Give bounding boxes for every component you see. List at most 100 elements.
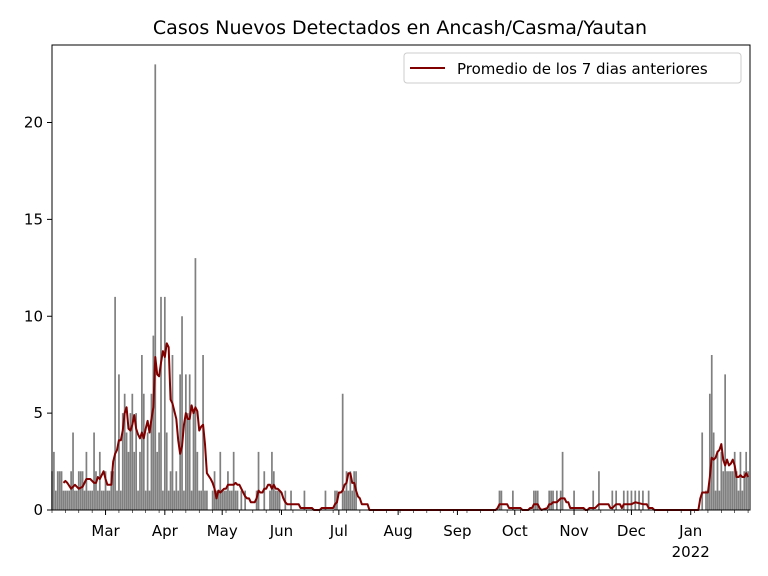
bar [712, 432, 715, 510]
bar [162, 490, 164, 511]
bar [223, 490, 225, 511]
bar [173, 490, 176, 511]
bar [638, 490, 640, 511]
bar [198, 490, 201, 511]
x-tick-label: Jun [269, 522, 293, 540]
bar [192, 413, 195, 511]
bar [714, 490, 717, 511]
bar [66, 490, 69, 511]
bar [74, 490, 76, 511]
bar [150, 393, 153, 510]
bar [324, 490, 327, 511]
bar [196, 451, 199, 511]
bar [158, 432, 160, 510]
bar [133, 451, 136, 511]
bar [747, 471, 749, 510]
bar [175, 471, 178, 510]
bar [200, 490, 203, 511]
bar [163, 296, 166, 511]
bar [154, 64, 157, 511]
bar [127, 451, 130, 511]
bar [165, 432, 168, 510]
bar [559, 490, 562, 511]
bar [185, 374, 187, 511]
bar [98, 451, 101, 511]
bar [555, 490, 558, 511]
x-tick-label: May [207, 522, 238, 540]
bar [737, 490, 740, 511]
bar [215, 490, 218, 511]
bar [144, 490, 147, 511]
bar [303, 490, 306, 511]
bar [351, 490, 354, 511]
bar [244, 490, 246, 511]
bar [634, 490, 637, 511]
bar [114, 296, 116, 511]
bar [731, 471, 734, 510]
bar [119, 490, 122, 511]
bar [137, 490, 139, 511]
axes-frame [51, 44, 751, 511]
bar [718, 490, 721, 511]
bar [68, 490, 71, 511]
moving-average-line [62, 342, 749, 511]
bar [110, 471, 113, 510]
bar [129, 413, 132, 511]
bar [121, 413, 124, 511]
bar [97, 490, 99, 511]
bar [722, 471, 725, 510]
y-axis: 0 5 10 15 20 [24, 114, 52, 519]
bar [271, 451, 273, 511]
bar [630, 490, 633, 511]
bar [79, 471, 82, 510]
bar [54, 490, 57, 511]
bar [573, 490, 575, 511]
bar [190, 490, 193, 511]
bar [341, 393, 344, 510]
bar [156, 451, 159, 511]
bar [550, 490, 552, 511]
bar [171, 355, 174, 510]
bar [169, 471, 172, 510]
bar [70, 471, 72, 510]
bar [221, 490, 224, 511]
y-tick-label: 15 [24, 210, 43, 228]
x-tick-year-label: 2022 [672, 543, 710, 561]
bar [290, 490, 292, 511]
bar [58, 471, 61, 510]
bar [183, 490, 185, 511]
bar [167, 490, 170, 511]
x-tick-label: Aug [383, 522, 412, 540]
bar [232, 451, 235, 511]
bar [181, 316, 183, 510]
bar [724, 374, 726, 511]
bar [139, 451, 141, 511]
bar [81, 471, 84, 510]
bar [347, 490, 350, 511]
bar [353, 471, 356, 510]
bar [131, 393, 134, 510]
bar [726, 471, 728, 510]
bar [611, 490, 614, 511]
bar [615, 490, 617, 511]
bar [177, 490, 180, 511]
bar [188, 374, 191, 511]
bar [647, 490, 650, 511]
bar [720, 451, 723, 511]
bar [116, 490, 118, 511]
bar [236, 490, 239, 511]
bar [142, 393, 145, 510]
bar [234, 490, 237, 511]
bar [93, 432, 95, 510]
x-tick-label: Mar [91, 522, 120, 540]
bar [730, 471, 732, 510]
y-tick-label: 20 [24, 114, 43, 132]
bar [123, 393, 126, 510]
bar [56, 471, 59, 510]
chart-title: Casos Nuevos Detectados en Ancash/Casma/… [153, 17, 647, 39]
bar [225, 490, 227, 511]
bar [106, 490, 109, 511]
bar [217, 490, 220, 511]
legend: Promedio de los 7 dias anteriores [403, 52, 742, 84]
